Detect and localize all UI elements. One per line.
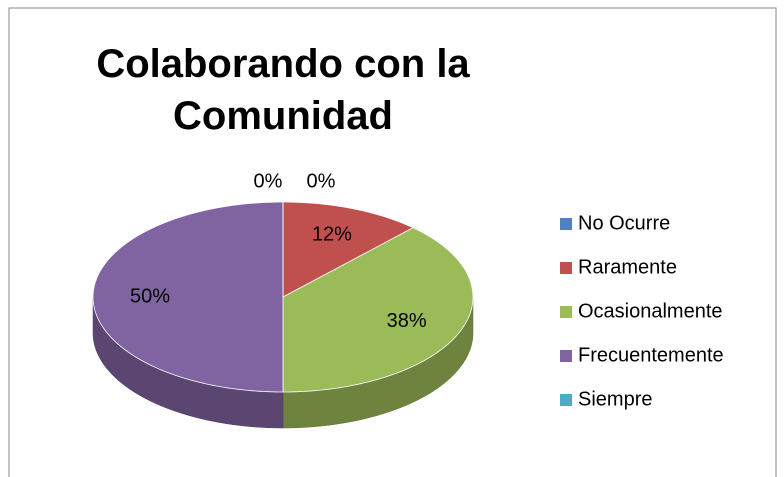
data-label: 50% (130, 285, 170, 307)
data-label: 0% (254, 170, 283, 192)
legend-swatch (560, 306, 572, 318)
legend-label: Siempre (578, 388, 652, 410)
data-label: 12% (312, 223, 352, 245)
legend-swatch (560, 218, 572, 230)
legend-swatch (560, 394, 572, 406)
legend-label: Ocasionalmente (578, 300, 723, 322)
data-label: 38% (387, 310, 427, 332)
legend-label: No Ocurre (578, 212, 670, 234)
legend-label: Raramente (578, 256, 677, 278)
chart-title: Colaborando con la Comunidad (96, 42, 470, 138)
legend-swatch (560, 350, 572, 362)
chart-frame (8, 7, 777, 477)
legend-label: Frecuentemente (578, 344, 724, 366)
pie-slice (282, 227, 474, 393)
pie-slice (92, 201, 284, 393)
legend-swatch (560, 262, 572, 274)
data-label: 0% (307, 170, 336, 192)
pie-slice (282, 201, 414, 298)
